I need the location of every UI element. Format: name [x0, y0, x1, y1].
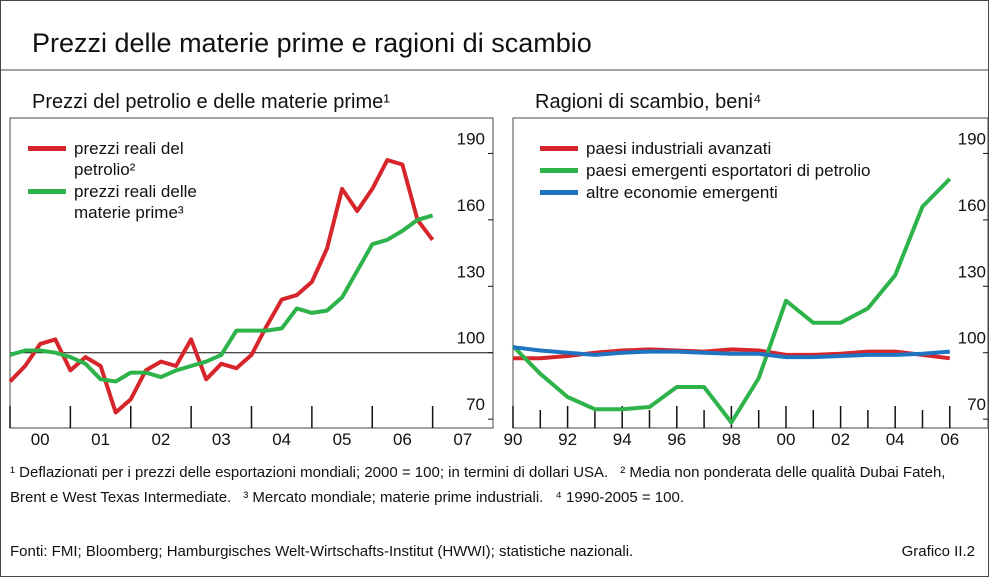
legend-swatch: [28, 189, 66, 194]
legend-item: prezzi reali del petrolio²: [28, 138, 268, 180]
legend-item: paesi industriali avanzati: [540, 138, 960, 159]
footnote: ² Media non ponderata delle qualità Duba…: [10, 464, 946, 506]
x-tick-label: 92: [558, 430, 577, 449]
x-tick-label: 07: [453, 430, 472, 449]
x-tick-label: 02: [151, 430, 170, 449]
y-tick-label: 190: [958, 129, 986, 148]
y-tick-label: 70: [466, 395, 485, 414]
x-tick-label: 06: [940, 430, 959, 449]
legend-label: altre economie emergenti: [586, 183, 778, 202]
chart-title: Prezzi delle materie prime e ragioni di …: [32, 28, 592, 58]
x-tick-label: 06: [393, 430, 412, 449]
legend-label: prezzi reali delle materie prime³: [74, 182, 197, 222]
sources: Fonti: FMI; Bloomberg; Hamburgisches Wel…: [10, 543, 634, 560]
y-tick-label: 160: [457, 196, 485, 215]
y-tick-label: 100: [457, 329, 485, 348]
legend-item: altre economie emergenti: [540, 182, 960, 203]
x-tick-label: 90: [504, 430, 523, 449]
series-line: [512, 345, 950, 360]
footnotes: ¹ Deflazionati per i prezzi delle esport…: [10, 460, 978, 510]
legend: prezzi reali del petrolio² prezzi reali d…: [28, 138, 268, 224]
y-tick-label: 70: [967, 395, 986, 414]
x-tick-label: 98: [722, 430, 741, 449]
x-tick-label: 00: [31, 430, 50, 449]
x-tick-label: 96: [667, 430, 686, 449]
y-tick-label: 130: [958, 262, 986, 281]
x-tick-label: 00: [777, 430, 796, 449]
y-tick-label: 190: [457, 129, 485, 148]
legend-item: paesi emergenti esportatori di petrolio: [540, 160, 960, 181]
x-tick-label: 02: [831, 430, 850, 449]
y-tick-label: 100: [958, 329, 986, 348]
legend-swatch: [540, 190, 578, 195]
y-tick-label: 160: [958, 196, 986, 215]
legend-swatch: [540, 146, 578, 151]
y-tick-label: 130: [457, 262, 485, 281]
footnote: ³ Mercato mondiale; materie prime indust…: [243, 489, 544, 506]
legend-swatch: [540, 168, 578, 173]
x-tick-label: 94: [613, 430, 632, 449]
x-tick-label: 03: [212, 430, 231, 449]
panel-title: Ragioni di scambio, beni⁴: [535, 91, 762, 113]
legend: paesi industriali avanzati paesi emergent…: [540, 138, 960, 204]
legend-label: paesi industriali avanzati: [586, 139, 772, 158]
footnote: ¹ Deflazionati per i prezzi delle esport…: [10, 464, 609, 481]
legend-label: prezzi reali del petrolio²: [74, 139, 184, 179]
legend-swatch: [28, 146, 66, 151]
panel-title: Prezzi del petrolio e delle materie prim…: [32, 91, 390, 113]
chart-label: Grafico II.2: [901, 543, 975, 560]
x-tick-label: 05: [333, 430, 352, 449]
plot-area: [512, 117, 989, 429]
legend-item: prezzi reali delle materie prime³: [28, 181, 268, 223]
x-tick-label: 04: [272, 430, 291, 449]
series-line: [511, 177, 952, 425]
legend-label: paesi emergenti esportatori di petrolio: [586, 161, 871, 180]
x-tick-label: 01: [91, 430, 110, 449]
x-tick-label: 04: [886, 430, 905, 449]
series-line: [9, 213, 434, 384]
footnote: ⁴ 1990-2005 = 100.: [555, 489, 684, 506]
